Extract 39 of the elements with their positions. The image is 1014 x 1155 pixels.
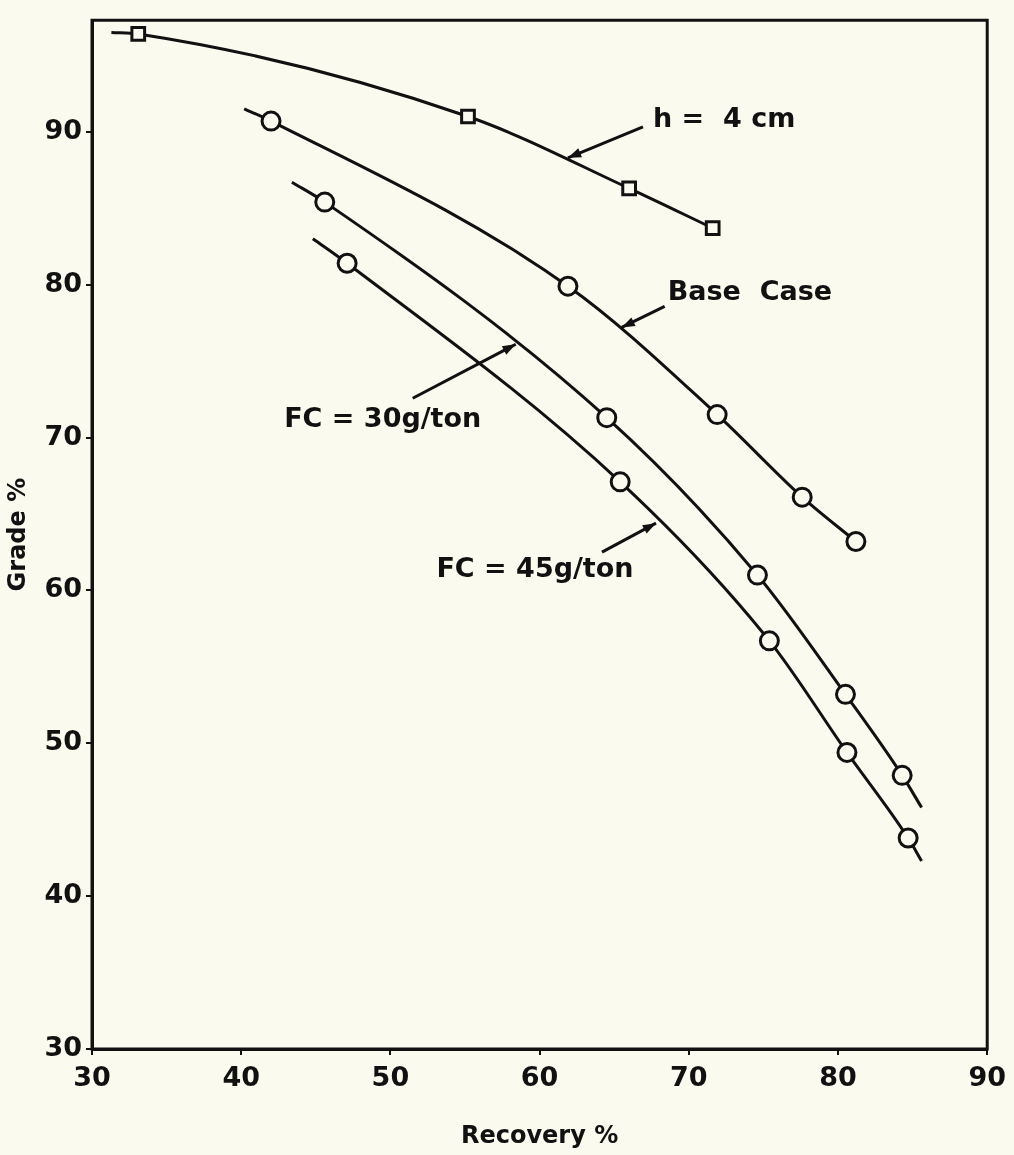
point <box>845 530 867 552</box>
point <box>791 486 813 508</box>
point <box>746 564 768 586</box>
y-tick-label: 60 <box>44 572 82 604</box>
point <box>621 180 637 197</box>
y-tick-label: 80 <box>44 266 82 298</box>
point <box>314 191 336 213</box>
point <box>834 683 856 705</box>
x-tick-label: 60 <box>520 1061 559 1093</box>
point <box>130 26 147 42</box>
y-tick-label: 50 <box>44 725 82 757</box>
x-tick-label: 40 <box>222 1061 260 1093</box>
y-tick-label: 90 <box>44 113 82 145</box>
annotation: h = 4 cm <box>652 101 796 133</box>
point <box>596 407 618 429</box>
point <box>260 110 282 132</box>
x-axis-title: Recovery % <box>460 1120 619 1149</box>
x-tick-label: 90 <box>968 1061 1006 1093</box>
y-tick-label: 30 <box>44 1031 82 1063</box>
x-tick-label: 80 <box>819 1061 857 1093</box>
point <box>460 108 476 125</box>
annotation: FC = 45g/ton <box>436 552 634 584</box>
y-tick-label: 70 <box>44 419 82 451</box>
point <box>891 764 913 786</box>
y-tick-label: 40 <box>44 878 82 910</box>
point <box>704 220 721 236</box>
point <box>897 827 919 849</box>
y-axis-title: Grade % <box>2 477 31 592</box>
x-tick-label: 30 <box>73 1061 111 1093</box>
x-tick-label: 70 <box>670 1061 708 1093</box>
annotation: FC = 30g/ton <box>284 402 482 434</box>
point <box>758 630 780 652</box>
point <box>609 471 631 493</box>
point <box>706 404 728 426</box>
point <box>836 741 858 763</box>
point <box>557 275 579 297</box>
annotation: Base Case <box>667 275 833 307</box>
x-tick-label: 50 <box>371 1061 410 1093</box>
point <box>336 252 358 274</box>
